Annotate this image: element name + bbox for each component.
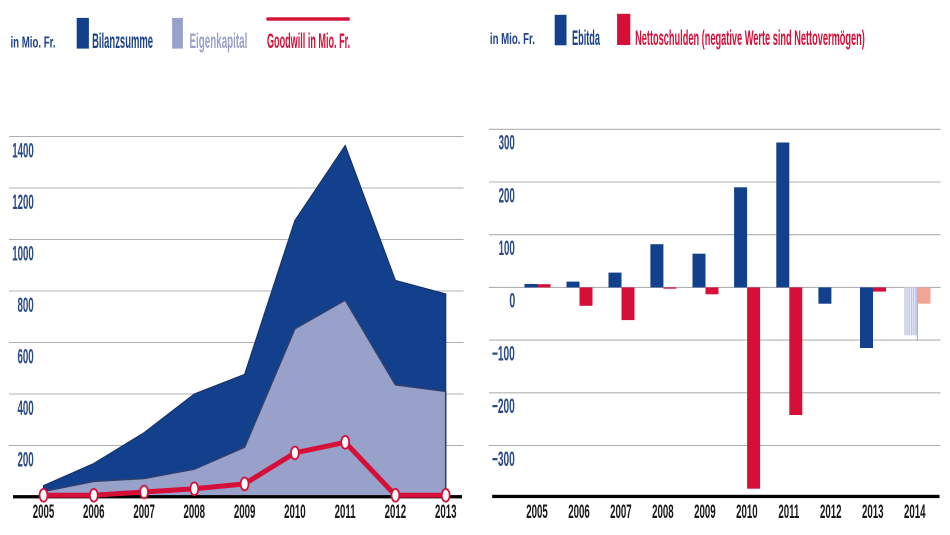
svg-text:2010: 2010 xyxy=(736,502,758,523)
svg-text:2011: 2011 xyxy=(335,502,356,523)
svg-text:in Mio. Fr.: in Mio. Fr. xyxy=(11,33,56,51)
svg-text:2008: 2008 xyxy=(652,502,674,523)
svg-text:2008: 2008 xyxy=(184,502,206,523)
svg-text:600: 600 xyxy=(17,346,33,369)
svg-text:in Mio. Fr.: in Mio. Fr. xyxy=(490,29,535,47)
svg-text:2006: 2006 xyxy=(568,502,590,523)
svg-text:2012: 2012 xyxy=(385,502,407,523)
svg-text:2013: 2013 xyxy=(435,502,457,523)
svg-text:200: 200 xyxy=(499,184,515,207)
svg-text:2005: 2005 xyxy=(526,502,548,523)
svg-text:2009: 2009 xyxy=(694,502,716,523)
svg-text:Bilanzsumme: Bilanzsumme xyxy=(92,29,153,54)
svg-text:1200: 1200 xyxy=(12,191,33,214)
svg-text:2011: 2011 xyxy=(778,502,799,523)
svg-text:2007: 2007 xyxy=(610,502,632,523)
svg-text:Nettoschulden (negative Werte: Nettoschulden (negative Werte sind Netto… xyxy=(635,26,865,51)
svg-text:1400: 1400 xyxy=(12,140,33,163)
svg-text:800: 800 xyxy=(17,294,33,317)
svg-text:200: 200 xyxy=(17,449,33,472)
svg-text:Ebitda: Ebitda xyxy=(572,26,600,51)
svg-text:−300: −300 xyxy=(492,448,515,471)
svg-text:400: 400 xyxy=(17,397,33,420)
svg-text:Eigenkapital: Eigenkapital xyxy=(190,29,248,53)
svg-text:2010: 2010 xyxy=(284,502,306,523)
svg-text:2007: 2007 xyxy=(133,502,155,523)
svg-text:1000: 1000 xyxy=(12,243,33,266)
svg-text:0: 0 xyxy=(509,289,515,313)
svg-text:2014: 2014 xyxy=(904,502,926,523)
svg-text:2006: 2006 xyxy=(83,502,105,523)
svg-text:−200: −200 xyxy=(492,395,515,418)
svg-text:−100: −100 xyxy=(492,343,515,366)
svg-text:300: 300 xyxy=(499,132,515,155)
svg-text:100: 100 xyxy=(499,237,515,260)
svg-text:2012: 2012 xyxy=(820,502,842,523)
svg-text:Goodwill in Mio. Fr.: Goodwill in Mio. Fr. xyxy=(267,30,350,53)
svg-text:2013: 2013 xyxy=(862,502,884,523)
svg-text:2005: 2005 xyxy=(33,502,55,523)
svg-text:2009: 2009 xyxy=(234,502,256,523)
